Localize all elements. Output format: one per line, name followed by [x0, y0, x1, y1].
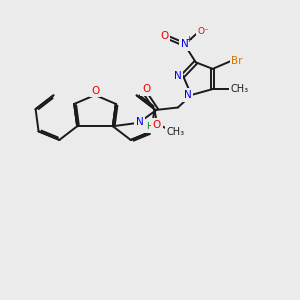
Text: Br: Br [231, 56, 243, 66]
Text: O: O [153, 119, 161, 130]
Text: CH₃: CH₃ [230, 84, 248, 94]
Text: O: O [142, 84, 150, 94]
Text: CH₃: CH₃ [167, 127, 184, 137]
Text: O: O [91, 85, 99, 96]
Text: H: H [146, 122, 153, 131]
Text: N: N [174, 71, 182, 81]
Text: N: N [136, 117, 143, 127]
Text: O: O [160, 32, 169, 41]
Text: N: N [181, 40, 188, 50]
Text: O⁻: O⁻ [198, 27, 210, 36]
Text: +: + [185, 34, 192, 43]
Text: N: N [184, 90, 192, 100]
